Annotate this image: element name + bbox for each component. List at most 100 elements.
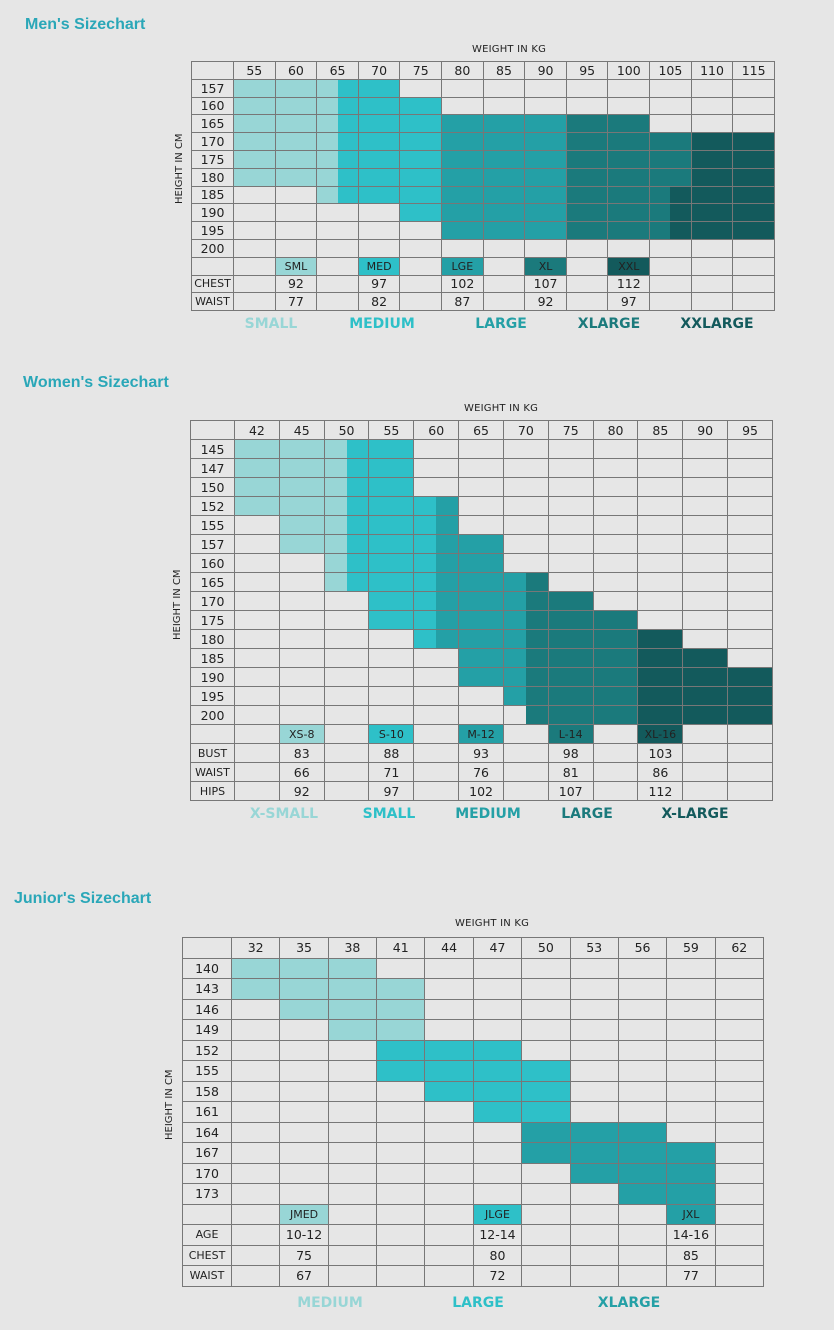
measurement-value: 83 [278, 743, 325, 763]
men-height-axis-label: HEIGHT IN CM [174, 133, 185, 204]
measurement-value: 97 [607, 292, 651, 312]
size-zone-cell [357, 132, 401, 151]
size-zone-cell [413, 515, 460, 535]
size-zone-cell [617, 1019, 668, 1041]
size-zone-cell [234, 705, 280, 725]
blank-cell [191, 256, 234, 276]
size-zone-cell [682, 515, 729, 535]
size-zone-cell [524, 114, 567, 134]
size-zone-cell [732, 96, 775, 116]
size-zone-cell [666, 998, 716, 1020]
size-zone-cell [368, 477, 415, 497]
size-zone-cell [637, 534, 684, 554]
blank-cell [182, 1203, 232, 1225]
size-legend-label: MEDIUM [297, 1295, 363, 1311]
size-zone-cell [234, 686, 280, 706]
size-zone-cell [441, 78, 484, 98]
size-zone-cell [274, 185, 318, 205]
size-zone-cell [279, 1101, 329, 1123]
size-zone-cell [279, 978, 329, 1000]
men-weight-axis-label: WEIGHT IN KG [472, 44, 547, 55]
size-zone-cell [327, 1101, 378, 1123]
measurement-value [424, 1224, 474, 1246]
size-zone-cell [472, 1183, 523, 1205]
size-zone-cell [413, 648, 460, 668]
measurement-value [682, 781, 729, 801]
size-zone-cell [569, 1121, 619, 1143]
height-cell: 170 [191, 132, 234, 151]
size-zone-cell [274, 132, 318, 151]
size-zone-cell [521, 1101, 571, 1123]
size-zone-cell [547, 667, 594, 687]
women-chart-title: Women's Sizechart [23, 374, 169, 391]
size-zone-cell [521, 1039, 571, 1061]
size-zone-cell [368, 705, 415, 725]
size-zone-cell [565, 185, 609, 205]
measurement-value: 77 [274, 292, 318, 312]
size-zone-cell [482, 96, 526, 116]
size-zone-cell [649, 96, 692, 116]
size-zone-cell [278, 534, 325, 554]
size-zone-cell [413, 667, 460, 687]
size-zone-cell [714, 957, 765, 979]
size-zone-cell [368, 458, 415, 478]
size-zone-cell [547, 648, 594, 668]
height-cell: 200 [191, 238, 234, 258]
measurement-value [323, 762, 370, 782]
size-code-badge: LGE [441, 256, 484, 276]
measurement-value [233, 292, 276, 312]
measurement-value [569, 1224, 619, 1246]
size-code-row: JMED JLGE JXL [182, 1203, 765, 1225]
measurement-value: 112 [637, 781, 684, 801]
size-zone-cell [502, 572, 549, 592]
size-zone-cell [316, 78, 359, 98]
measurement-value [482, 292, 526, 312]
size-zone-cell [714, 1101, 765, 1123]
size-zone-cell [666, 1060, 716, 1082]
size-zone-cell [682, 534, 729, 554]
size-zone-cell [637, 629, 684, 649]
size-zone-cell [569, 957, 619, 979]
size-zone-cell [732, 78, 775, 98]
height-row: 160 [190, 553, 773, 573]
size-zone-cell [458, 705, 504, 725]
size-zone-cell [458, 667, 504, 687]
size-zone-cell [732, 167, 775, 187]
size-zone-cell [234, 496, 280, 516]
size-zone-cell [368, 610, 415, 630]
size-zone-cell [376, 1183, 426, 1205]
size-zone-cell [690, 221, 734, 240]
measurement-value [732, 274, 775, 294]
size-zone-cell [690, 78, 734, 98]
weight-header-cell: 45 [278, 420, 325, 440]
size-zone-cell [327, 978, 378, 1000]
measurement-value: 112 [607, 274, 651, 294]
size-zone-cell [472, 1142, 523, 1164]
size-zone-cell [732, 114, 775, 134]
size-zone-cell [524, 78, 567, 98]
size-zone-cell [565, 149, 609, 169]
measurement-value [230, 1265, 281, 1287]
size-zone-cell [482, 185, 526, 205]
measurement-value [502, 762, 549, 782]
measurement-value [565, 274, 609, 294]
measurement-value: 85 [666, 1244, 716, 1266]
size-zone-cell [547, 591, 594, 611]
size-zone-cell [482, 167, 526, 187]
size-legend-label: X-LARGE [661, 806, 729, 822]
height-row: 190 [190, 667, 773, 687]
weight-header-row: 42 45 50 55 60 65 70 75 80 85 90 95 [190, 420, 773, 440]
size-zone-cell [357, 78, 401, 98]
size-zone-cell [230, 1019, 281, 1041]
measurement-value [316, 292, 359, 312]
size-zone-cell [424, 1039, 474, 1061]
measurement-value [521, 1224, 571, 1246]
size-zone-cell [666, 1019, 716, 1041]
size-zone-cell [376, 1060, 426, 1082]
size-zone-cell [617, 957, 668, 979]
size-zone-cell [458, 610, 504, 630]
size-zone-cell [357, 238, 401, 258]
size-zone-cell [274, 78, 318, 98]
size-zone-cell [233, 96, 276, 116]
size-zone-cell [316, 96, 359, 116]
